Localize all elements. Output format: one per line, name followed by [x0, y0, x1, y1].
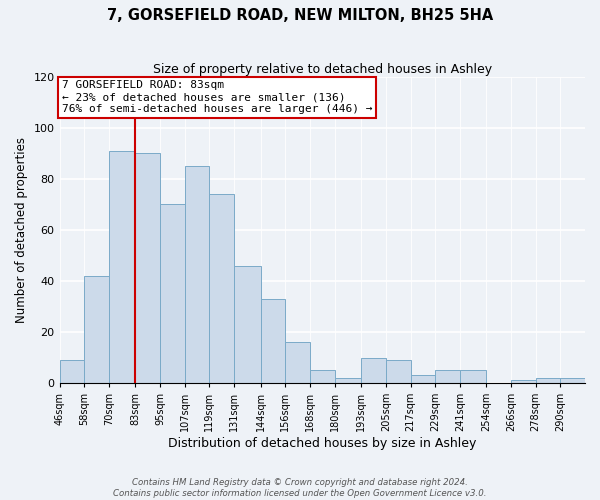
Bar	[234, 266, 260, 383]
X-axis label: Distribution of detached houses by size in Ashley: Distribution of detached houses by size …	[168, 437, 476, 450]
Text: 7, GORSEFIELD ROAD, NEW MILTON, BH25 5HA: 7, GORSEFIELD ROAD, NEW MILTON, BH25 5HA	[107, 8, 493, 22]
Bar	[136, 154, 160, 383]
Bar	[386, 360, 410, 383]
Bar	[536, 378, 560, 383]
Bar	[335, 378, 361, 383]
Bar	[460, 370, 487, 383]
Bar	[560, 378, 585, 383]
Bar	[260, 299, 286, 383]
Bar	[310, 370, 335, 383]
Y-axis label: Number of detached properties: Number of detached properties	[15, 137, 28, 323]
Bar	[511, 380, 536, 383]
Bar	[59, 360, 84, 383]
Bar	[160, 204, 185, 383]
Bar	[361, 358, 386, 383]
Bar	[435, 370, 460, 383]
Bar	[209, 194, 234, 383]
Bar	[84, 276, 109, 383]
Bar	[109, 150, 136, 383]
Text: 7 GORSEFIELD ROAD: 83sqm
← 23% of detached houses are smaller (136)
76% of semi-: 7 GORSEFIELD ROAD: 83sqm ← 23% of detach…	[62, 80, 372, 114]
Text: Contains HM Land Registry data © Crown copyright and database right 2024.
Contai: Contains HM Land Registry data © Crown c…	[113, 478, 487, 498]
Bar	[286, 342, 310, 383]
Title: Size of property relative to detached houses in Ashley: Size of property relative to detached ho…	[153, 62, 492, 76]
Bar	[185, 166, 209, 383]
Bar	[410, 376, 435, 383]
